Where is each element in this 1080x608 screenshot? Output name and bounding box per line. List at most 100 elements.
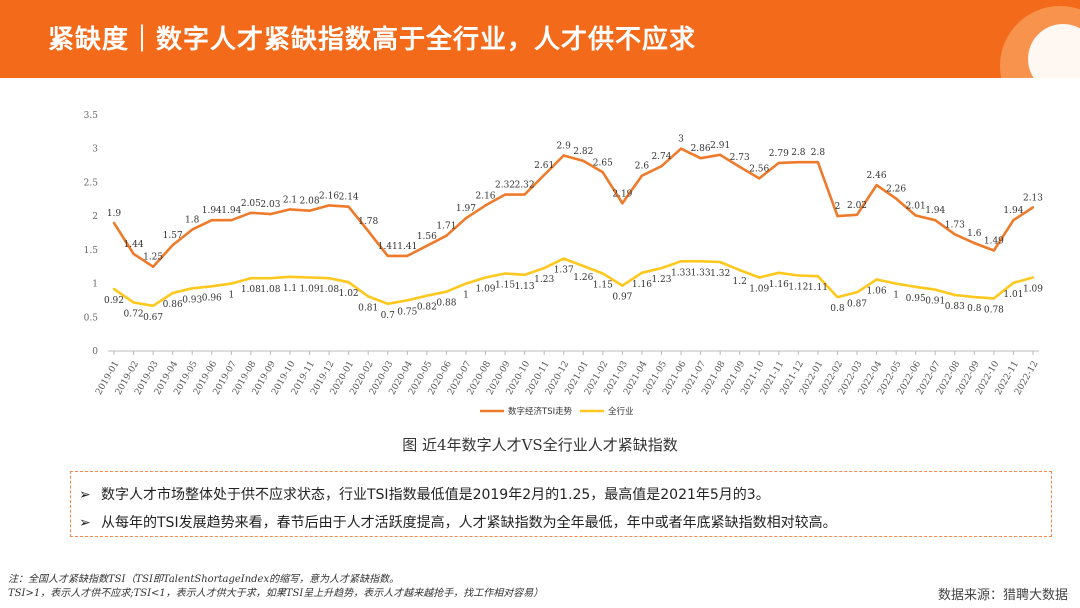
data-point (308, 209, 311, 212)
data-point (249, 211, 253, 214)
data-label: 1.32 (710, 269, 730, 279)
footnote-line: 注：全国人才紧缺指数TSI（TSI即TalentShortageIndex的缩写… (8, 574, 400, 585)
data-label: 2.16 (319, 191, 339, 201)
data-point (151, 265, 155, 268)
data-label: 2.91 (710, 141, 730, 151)
data-label: 2.6 (635, 162, 650, 172)
data-point (816, 161, 820, 164)
footnote-line: TSI>1，表示人才供不应求;TSI<1，表示人才供大于求，如果TSI呈上升趋势… (8, 588, 544, 599)
data-label: 2 (835, 202, 841, 212)
y-tick-label: 2 (92, 212, 98, 222)
data-point (777, 161, 781, 165)
data-point (171, 243, 174, 247)
data-label: 1.94 (925, 206, 945, 216)
data-point (699, 156, 702, 160)
data-label: 0.8 (967, 304, 982, 314)
data-label: 1.06 (867, 287, 887, 297)
data-point (816, 274, 820, 278)
data-label: 1.09 (749, 285, 769, 295)
data-point (210, 285, 213, 288)
data-point (875, 278, 878, 281)
data-label: 1.33 (691, 268, 711, 278)
data-point (503, 193, 507, 196)
data-point (875, 183, 878, 187)
data-label: 1.6 (967, 229, 982, 239)
data-point (562, 154, 565, 157)
data-label: 1.94 (221, 206, 241, 216)
data-label: 1.13 (515, 282, 535, 292)
data-point (249, 276, 253, 280)
data-point (503, 272, 507, 275)
y-tick-label: 0.5 (84, 313, 99, 323)
data-label: 1.23 (534, 275, 554, 285)
data-label: 1.8 (185, 216, 200, 226)
data-point (484, 276, 487, 279)
data-label: 1.56 (417, 232, 437, 242)
data-point (151, 304, 155, 308)
data-point (679, 147, 683, 150)
data-label: 2.8 (791, 148, 806, 158)
y-tick-label: 3 (92, 145, 98, 155)
data-point (718, 153, 722, 156)
data-point (464, 216, 468, 220)
data-label: 1 (893, 291, 899, 301)
data-label: 2.73 (730, 153, 750, 163)
data-label: 0.8 (830, 304, 845, 314)
data-label: 2.14 (339, 193, 359, 203)
data-point (112, 221, 116, 225)
data-label: 2.9 (557, 141, 572, 151)
data-label: 2.61 (534, 161, 554, 171)
data-label: 1.16 (632, 280, 652, 290)
data-label: 1.9 (107, 209, 122, 219)
data-label: 1.09 (300, 285, 320, 295)
y-tick-label: 1 (92, 280, 98, 290)
data-point (758, 276, 761, 279)
data-point (269, 276, 272, 280)
data-label: 2.13 (1023, 193, 1043, 203)
data-label: 1.1 (283, 284, 297, 294)
data-point (1031, 276, 1035, 279)
data-point (347, 281, 350, 284)
data-point (347, 205, 350, 208)
data-point (914, 285, 917, 289)
data-label: 1.16 (769, 280, 789, 290)
data-label: 2.05 (241, 199, 261, 209)
data-point (992, 297, 996, 300)
data-label: 0.91 (925, 297, 945, 307)
data-point (797, 274, 800, 277)
data-point (973, 241, 976, 245)
data-point (660, 165, 663, 168)
data-label: 1.44 (124, 240, 144, 250)
data-label: 1.01 (1003, 290, 1023, 300)
data-point (523, 273, 526, 277)
data-point (445, 234, 448, 237)
data-label: 1.94 (1003, 206, 1023, 216)
data-label: 0.92 (104, 296, 124, 306)
y-tick-label: 0 (92, 347, 98, 357)
data-point (542, 266, 546, 270)
data-label: 1 (463, 291, 469, 301)
footnote: 注：全国人才紧缺指数TSI（TSI即TalentShortageIndex的缩写… (8, 573, 543, 601)
header-banner: 紧缺度｜数字人才紧缺指数高于全行业，人才供不应求 (0, 0, 1080, 78)
data-point (738, 165, 741, 169)
data-label: 1.15 (495, 280, 515, 290)
data-source: 数据来源：猎聘大数据 (937, 588, 1068, 603)
data-point (640, 271, 644, 274)
data-point (327, 204, 331, 207)
data-label: 0.75 (397, 307, 417, 317)
data-label: 0.95 (906, 294, 926, 304)
legend-label: 数字经济TSI走势 (508, 406, 573, 417)
data-point (894, 197, 898, 200)
data-label: 0.82 (417, 303, 437, 313)
data-point (210, 218, 213, 222)
arrow-bullet-icon: ➢ (79, 487, 91, 503)
data-point (425, 294, 429, 297)
finding-text: 数字人才市场整体处于供不应求状态，行业TSI指数最低值是2019年2月的1.25… (101, 487, 770, 503)
data-label: 2.1 (283, 195, 297, 205)
data-label: 1.02 (339, 289, 359, 299)
data-label: 1.94 (202, 206, 222, 216)
data-label: 0.81 (358, 303, 378, 313)
data-point (934, 218, 937, 222)
data-label: 2.01 (906, 201, 926, 211)
data-point (797, 161, 800, 164)
